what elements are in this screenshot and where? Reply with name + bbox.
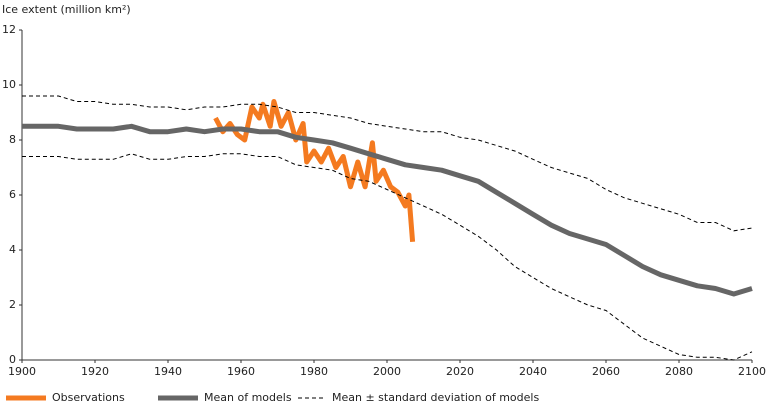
x-tick-label: 2100 [738,365,766,378]
legend-label: Mean ± standard deviation of models [332,391,539,404]
x-tick-label: 1960 [227,365,255,378]
y-tick-label: 2 [9,298,16,311]
legend-label: Mean of models [204,391,292,404]
y-tick-label: 0 [9,353,16,366]
x-tick-label: 1920 [81,365,109,378]
legend-label: Observations [52,391,125,404]
x-tick-label: 2000 [373,365,401,378]
x-tick-label: 1900 [8,365,36,378]
y-tick-label: 8 [9,133,16,146]
y-tick-label: 10 [2,78,16,91]
x-tick-label: 1980 [300,365,328,378]
x-tick-label: 2080 [665,365,693,378]
band-line [22,95,753,232]
y-tick-label: 6 [9,188,16,201]
x-tick-label: 2020 [446,365,474,378]
x-tick-label: 1940 [154,365,182,378]
series-line [22,123,753,297]
series-line [213,99,416,242]
band-line [22,153,753,361]
x-tick-label: 2060 [592,365,620,378]
y-tick-label: 12 [2,23,16,36]
y-axis-label: Ice extent (million km²) [2,3,131,16]
x-tick-label: 2040 [519,365,547,378]
y-tick-label: 4 [9,243,16,256]
